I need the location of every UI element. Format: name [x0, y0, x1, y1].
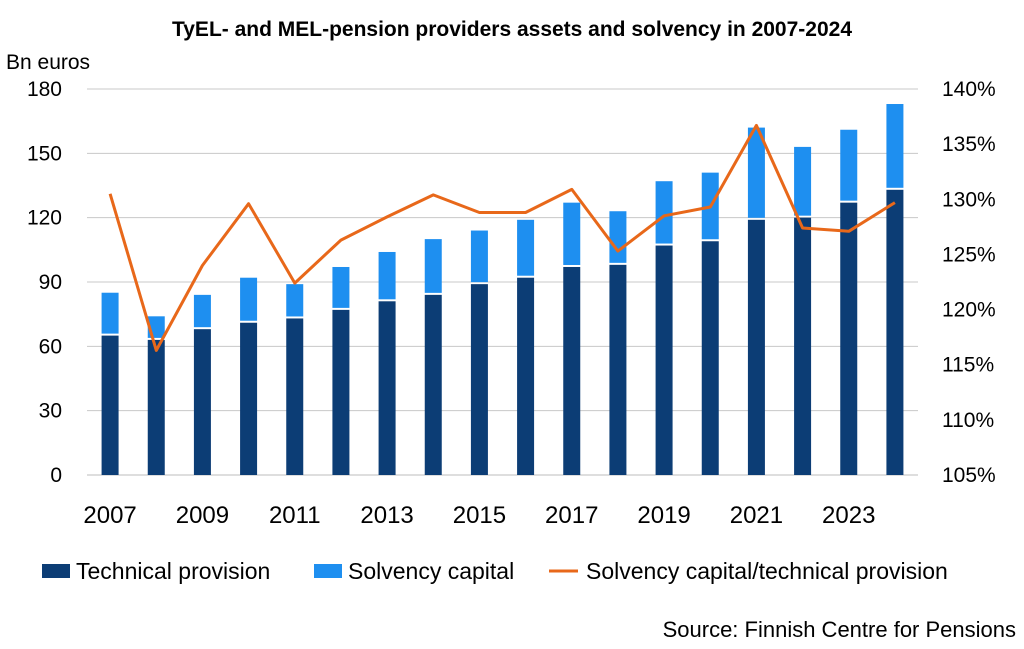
bars	[101, 104, 904, 476]
y2-tick-label: 120%	[942, 299, 996, 322]
legend-swatch-solvency-capital	[314, 564, 342, 578]
y2-tick-label: 105%	[942, 464, 996, 487]
bar-technical-provision	[332, 309, 350, 475]
x-tick-label: 2013	[360, 502, 413, 529]
bar-technical-provision	[655, 245, 673, 475]
bar-solvency-capital	[101, 292, 119, 334]
bar-solvency-capital	[794, 146, 812, 216]
bar-solvency-capital	[655, 181, 673, 244]
bar-technical-provision	[517, 277, 535, 475]
y-axis-label: Bn euros	[6, 51, 90, 74]
x-tick-label: 2011	[269, 502, 321, 529]
source-note: Source: Finnish Centre for Pensions	[663, 617, 1016, 642]
bar-solvency-capital	[886, 104, 904, 188]
ratio-line	[108, 123, 896, 352]
bar-technical-provision	[193, 329, 211, 475]
bar-solvency-capital	[332, 266, 350, 308]
y-tick-label: 60	[39, 335, 62, 358]
bar-solvency-capital	[747, 127, 765, 218]
y2-tick-label: 130%	[942, 188, 996, 211]
legend-label-solvency-capital: Solvency capital	[348, 558, 514, 584]
y-tick-label: 90	[39, 271, 62, 294]
bar-solvency-capital	[240, 277, 258, 321]
bar-solvency-capital	[193, 294, 211, 328]
bar-solvency-capital	[286, 284, 304, 317]
bar-technical-provision	[747, 219, 765, 475]
y-axis-ticks: 0 30 60 90 120 150 180	[27, 78, 62, 487]
x-tick-label: 2009	[176, 502, 229, 529]
bar-technical-provision	[240, 322, 258, 475]
bar-technical-provision	[701, 241, 719, 475]
x-tick-label: 2023	[822, 502, 875, 529]
x-tick-label: 2019	[637, 502, 690, 529]
y2-tick-label: 110%	[942, 409, 994, 432]
y2-tick-label: 135%	[942, 133, 996, 156]
bar-technical-provision	[563, 266, 581, 475]
y2-axis-ticks: 105% 110% 115% 120% 125% 130% 135% 140%	[942, 78, 996, 487]
bar-solvency-capital	[470, 230, 488, 283]
bar-technical-provision	[378, 301, 396, 475]
x-tick-label: 2007	[83, 502, 136, 529]
bar-technical-provision	[840, 202, 858, 475]
legend-label-technical-provision: Technical provision	[76, 558, 270, 584]
y-tick-label: 30	[39, 400, 62, 423]
bar-technical-provision	[470, 284, 488, 475]
bar-technical-provision	[101, 335, 119, 475]
bar-solvency-capital	[840, 129, 858, 201]
bar-technical-provision	[794, 217, 812, 475]
legend: Technical provision Solvency capital Sol…	[42, 558, 948, 584]
chart-title: TyEL- and MEL-pension providers assets a…	[172, 18, 852, 41]
bar-solvency-capital	[378, 251, 396, 300]
x-tick-label: 2015	[453, 502, 506, 529]
bar-technical-provision	[147, 339, 165, 475]
y-tick-label: 120	[27, 207, 62, 230]
x-axis-ticks: 2007 2009 2011 2013 2015 2017 2019 2021 2023	[83, 502, 875, 529]
legend-swatch-technical-provision	[42, 564, 70, 578]
legend-label-ratio: Solvency capital/technical provision	[586, 558, 948, 584]
bar-technical-provision	[424, 294, 442, 475]
bar-solvency-capital	[609, 211, 627, 263]
bar-technical-provision	[886, 189, 904, 476]
gridlines	[87, 88, 918, 476]
x-tick-label: 2017	[545, 502, 598, 529]
x-tick-label: 2021	[730, 502, 783, 529]
y-tick-label: 0	[50, 464, 62, 487]
bar-technical-provision	[609, 264, 627, 475]
bar-solvency-capital	[563, 202, 581, 265]
bar-technical-provision	[286, 318, 304, 475]
y2-tick-label: 140%	[942, 78, 996, 101]
bar-solvency-capital	[517, 219, 535, 276]
y2-tick-label: 125%	[942, 243, 996, 266]
bar-solvency-capital	[424, 239, 442, 293]
y2-tick-label: 115%	[942, 354, 994, 377]
y-tick-label: 150	[27, 142, 62, 165]
y-tick-label: 180	[27, 78, 62, 101]
ratio-line-layer	[108, 123, 896, 352]
